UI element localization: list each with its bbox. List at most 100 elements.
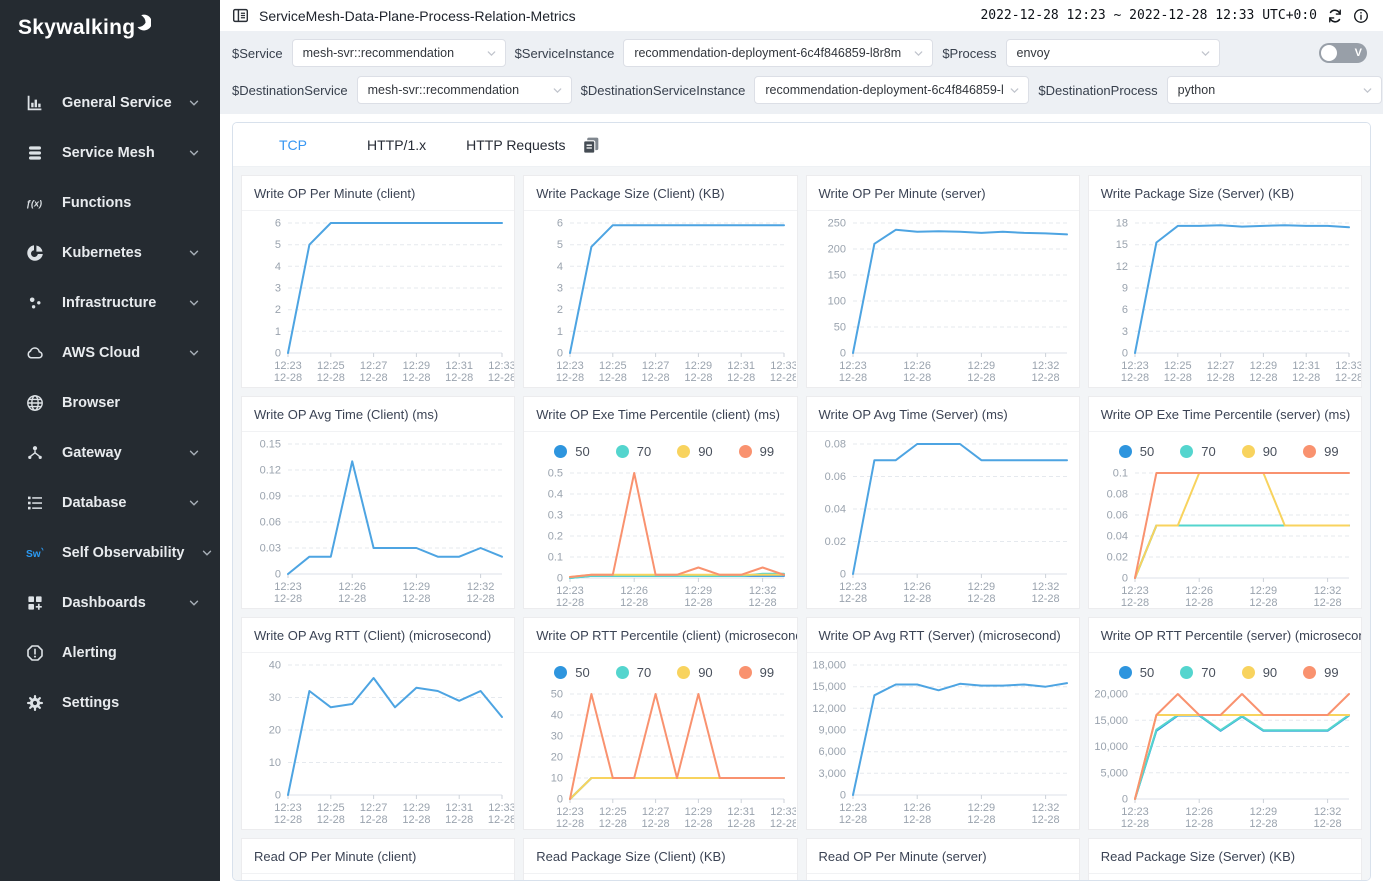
svg-text:0.06: 0.06	[260, 517, 281, 529]
svg-text:12-28: 12-28	[488, 814, 514, 826]
chart-canvas: 03,0006,0009,00012,00015,00018,00012:231…	[812, 660, 1068, 826]
select-value: recommendation-deployment-6c4f846859-l8r…	[634, 46, 902, 60]
destinationserviceinstance-select[interactable]: recommendation-deployment-6c4f846859-l8r…	[754, 76, 1030, 104]
tab-http-requests[interactable]: HTTP Requests	[466, 136, 566, 153]
chevron-down-icon	[188, 497, 200, 509]
svg-text:3: 3	[557, 283, 563, 295]
svg-text:0.04: 0.04	[1106, 531, 1127, 543]
tab-tcp[interactable]: TCP	[279, 136, 307, 153]
sidebar-item-kubernetes[interactable]: Kubernetes	[0, 228, 220, 278]
legend-label: 90	[1262, 443, 1278, 459]
sidebar-item-alerting[interactable]: Alerting	[0, 628, 220, 678]
sidebar-item-functions[interactable]: ƒ(x) Functions	[0, 178, 220, 228]
copy-icon[interactable]	[581, 135, 601, 155]
svg-text:0.09: 0.09	[260, 491, 281, 503]
svg-text:12-28: 12-28	[903, 372, 931, 384]
legend-item-p99[interactable]: 99	[738, 444, 774, 459]
sidebar-item-gateway[interactable]: Gateway	[0, 428, 220, 478]
svg-text:12-28: 12-28	[274, 814, 302, 826]
sidebar-item-infrastructure[interactable]: Infrastructure	[0, 278, 220, 328]
legend-item-p70[interactable]: 70	[1180, 664, 1216, 680]
sidebar-item-label: Self Observability	[62, 545, 185, 561]
sidebar-item-dashboards[interactable]: Dashboards	[0, 578, 220, 628]
sidebar-item-self-observability[interactable]: Sw Self Observability	[0, 528, 220, 578]
legend-item-p70[interactable]: 70	[615, 444, 651, 459]
svg-text:12,000: 12,000	[812, 703, 846, 715]
legend-item-p90[interactable]: 90	[1241, 665, 1277, 680]
svg-text:12:29: 12:29	[967, 360, 995, 372]
legend-item-p50[interactable]: 50	[554, 444, 590, 459]
legend-item-p99[interactable]: 99	[1303, 665, 1339, 680]
process-select[interactable]: envoy	[1005, 39, 1220, 67]
legend-item-p99[interactable]: 99	[1303, 444, 1339, 459]
svg-text:0.5: 0.5	[548, 468, 563, 480]
legend-item-p90[interactable]: 90	[1241, 443, 1278, 459]
svg-text:12:29: 12:29	[685, 360, 713, 372]
info-icon[interactable]	[1353, 8, 1369, 24]
svg-text:12:33: 12:33	[488, 360, 514, 372]
app-logo[interactable]: Skywalking	[0, 0, 220, 78]
sidebar-item-aws-cloud[interactable]: AWS Cloud	[0, 328, 220, 378]
svg-text:12:26: 12:26	[338, 581, 366, 593]
legend-label: 70	[1201, 664, 1216, 680]
chart-card-write-package-size-server-kb: Write Package Size (Server) (KB) 0 3 6 9 12 15…	[1087, 175, 1362, 388]
topbar: ServiceMesh-Data-Plane-Process-Relation-…	[220, 0, 1383, 31]
time-range[interactable]: 2022-12-28 12:23 ~ 2022-12-28 12:33 UTC+…	[980, 8, 1317, 23]
sidebar-item-settings[interactable]: Settings	[0, 678, 220, 728]
sidebar-item-service-mesh[interactable]: Service Mesh	[0, 128, 220, 178]
svg-text:12-28: 12-28	[556, 818, 584, 829]
svg-text:5: 5	[557, 239, 563, 251]
chart-card-write-op-avg-rtt-client-microsecond: Write OP Avg RTT (Client) (microsecond) 0…	[241, 617, 516, 830]
svg-text:12-28: 12-28	[642, 818, 670, 829]
svg-text:12:27: 12:27	[1207, 360, 1235, 372]
legend-item-p50[interactable]: 50	[1118, 665, 1154, 680]
svg-text:12-28: 12-28	[1249, 372, 1277, 384]
legend-item-p90[interactable]: 90	[677, 443, 713, 459]
sidebar-item-database[interactable]: Database	[0, 478, 220, 528]
chevron-down-icon	[188, 597, 200, 609]
chart-plot: 0 50 100 150 200 250 12:23 12-28 12:26 12-28 12:29…	[807, 211, 1079, 387]
chevron-down-icon	[188, 297, 200, 309]
legend-item-p70[interactable]: 70	[1180, 443, 1216, 459]
svg-text:0: 0	[557, 794, 563, 806]
legend-label: 90	[698, 443, 713, 459]
chart-title-text: Write Package Size (Server) (KB)	[1100, 186, 1295, 201]
legend-item-p90[interactable]: 90	[677, 665, 713, 680]
chart-title: Write OP Avg Time (Client) (ms)	[242, 397, 515, 432]
svg-text:12-28: 12-28	[685, 818, 713, 829]
refresh-icon[interactable]	[1327, 8, 1343, 24]
chart-plot: 0 3 6 9 12 15 18 12:23 12-28 12:25 12-28 12:27 12-28…	[1089, 211, 1361, 387]
infrastructure-icon	[26, 294, 46, 312]
sidebar: Skywalking General Service Service Mesh ƒ(…	[0, 0, 220, 881]
sidebar-item-browser[interactable]: Browser	[0, 378, 220, 428]
legend-item-p50[interactable]: 50	[1118, 444, 1154, 459]
destinationservice-select[interactable]: mesh-svr::recommendation	[356, 76, 572, 104]
legend-label: 70	[1201, 443, 1216, 459]
chevron-down-icon	[486, 48, 497, 59]
chart-title: Write Package Size (Server) (KB)	[1088, 176, 1361, 211]
svg-text:0.3: 0.3	[548, 510, 563, 522]
chart-card-read-package-size-client-kb: Read Package Size (Client) (KB) 03.512:23…	[523, 838, 798, 880]
legend-item-p70[interactable]: 70	[615, 665, 651, 680]
sidebar-item-general-service[interactable]: General Service	[0, 78, 220, 128]
legend-item-p99[interactable]: 99	[738, 665, 774, 680]
svg-text:12:33: 12:33	[1335, 360, 1361, 372]
chart-card-write-op-per-minute-client: Write OP Per Minute (client) 0 1 2 3 4 5 6 12:23…	[241, 175, 516, 388]
svg-text:12-28: 12-28	[599, 818, 627, 829]
svg-text:12:31: 12:31	[1292, 360, 1320, 372]
legend-item-p50[interactable]: 50	[554, 665, 590, 680]
chart-card-read-op-per-minute-server: Read OP Per Minute (server) 015012:2312-2…	[805, 838, 1080, 880]
serviceinstance-select[interactable]: recommendation-deployment-6c4f846859-l8r…	[623, 39, 934, 67]
sidebar-collapse-icon[interactable]	[232, 7, 249, 24]
svg-text:12-28: 12-28	[338, 593, 366, 605]
svg-text:12-28: 12-28	[1335, 372, 1361, 384]
svg-text:0: 0	[839, 569, 845, 581]
tab-http-1-x[interactable]: HTTP/1.x	[367, 136, 427, 153]
svg-text:0.4: 0.4	[548, 489, 563, 501]
svg-text:15,000: 15,000	[812, 681, 846, 693]
service-select[interactable]: mesh-svr::recommendation	[291, 39, 506, 67]
svg-text:12-28: 12-28	[967, 593, 995, 605]
svg-text:12-28: 12-28	[967, 372, 995, 384]
variables-toggle[interactable]: V	[1319, 43, 1367, 63]
destinationprocess-select[interactable]: python	[1166, 76, 1382, 104]
